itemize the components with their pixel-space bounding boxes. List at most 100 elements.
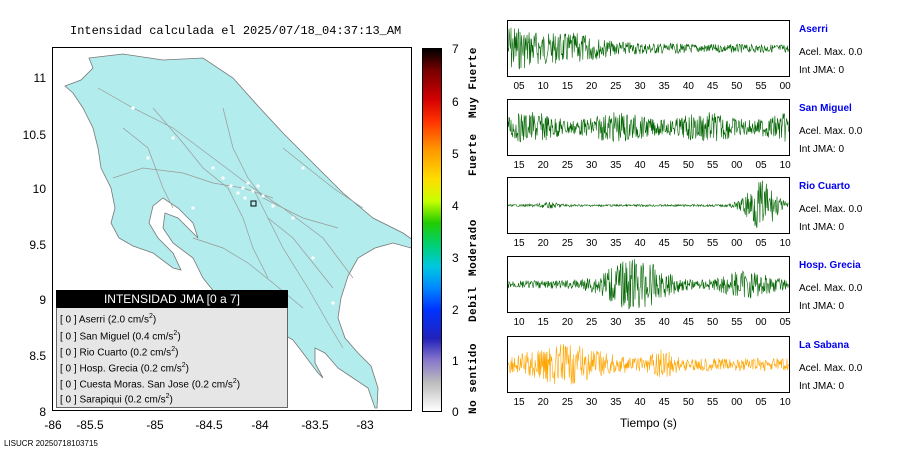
station-acel-max: Acel. Max. 0.0 <box>799 204 863 215</box>
colorbar-label-muy-fuerte: Muy Fuerte <box>468 46 480 118</box>
waveform-tick: 30 <box>586 397 598 408</box>
waveform-plot <box>508 27 789 70</box>
legend-station: Sarapiqui <box>79 394 122 406</box>
waveform-tick: 00 <box>731 238 743 249</box>
waveform-tick: 25 <box>561 160 573 171</box>
waveform-tick: 40 <box>634 160 646 171</box>
waveform-tick: 50 <box>731 81 743 92</box>
waveform-tick: 20 <box>537 238 549 249</box>
waveform-trace <box>508 27 789 70</box>
waveform-tick: 10 <box>537 81 549 92</box>
waveform-trace <box>508 344 789 385</box>
waveform-tick: 55 <box>707 397 719 408</box>
legend-intensity: [ 0 ] <box>60 363 77 375</box>
legend-intensity: [ 0 ] <box>60 314 77 326</box>
colorbar-tick: 2 <box>452 303 459 317</box>
waveform-tick: 40 <box>658 317 670 328</box>
waveform-panel[interactable] <box>507 99 790 156</box>
waveform-tick: 20 <box>537 160 549 171</box>
station-name-link[interactable]: Rio Cuarto <box>799 181 851 192</box>
waveform-panel[interactable] <box>507 256 790 313</box>
waveform-panel[interactable] <box>507 177 790 234</box>
waveform-tick: 50 <box>682 238 694 249</box>
station-name-link[interactable]: La Sabana <box>799 340 850 351</box>
legend-row: [ 0 ] Cuesta Moras. San Jose (0.2 cm/s2) <box>60 378 240 390</box>
colorbar-tick: 5 <box>452 147 459 161</box>
station-int-jma: Int JMA: 0 <box>799 381 845 392</box>
waveform-tick: 40 <box>634 397 646 408</box>
waveform-tick: 55 <box>707 160 719 171</box>
station-acel-max: Acel. Max. 0.0 <box>799 283 863 294</box>
map-ytick: 8 <box>39 405 46 419</box>
station-name-link[interactable]: San Miguel <box>799 103 852 114</box>
waveform-tick: 35 <box>610 160 622 171</box>
legend-exp: 2 <box>171 346 176 353</box>
waveform-tick: 05 <box>779 317 791 328</box>
legend-station: Aserri <box>78 314 106 326</box>
legend-value: (0.2 cm/s <box>191 379 233 391</box>
station-name-link[interactable]: Aserri <box>799 24 828 35</box>
waveform-tick: 45 <box>658 397 670 408</box>
waveform-tick: 00 <box>731 160 743 171</box>
legend-row: [ 0 ] Rio Cuarto (0.2 cm/s2) <box>60 346 178 358</box>
map-xtick: -83.5 <box>301 418 329 432</box>
station-dots <box>131 106 365 390</box>
legend-intensity: [ 0 ] <box>60 347 77 359</box>
waveform-tick: 35 <box>610 238 622 249</box>
legend-close: ) <box>169 394 173 406</box>
waveform-tick: 20 <box>561 317 573 328</box>
waveform-panel[interactable] <box>507 20 790 77</box>
waveform-tick: 40 <box>634 238 646 249</box>
legend-intensity: [ 0 ] <box>60 394 77 406</box>
waveform-tick: 10 <box>779 238 791 249</box>
station-int-jma: Int JMA: 0 <box>799 144 845 155</box>
waveform-xlabel: Tiempo (s) <box>620 416 677 430</box>
waveform-tick: 25 <box>586 317 598 328</box>
waveform-tick: 30 <box>634 81 646 92</box>
waveform-tick: 30 <box>610 317 622 328</box>
map-xtick: -84 <box>251 418 269 432</box>
waveform-tick: 20 <box>586 81 598 92</box>
waveform-tick: 40 <box>682 81 694 92</box>
colorbar-tick: 4 <box>452 199 459 213</box>
station-acel-max: Acel. Max. 0.0 <box>799 47 863 58</box>
waveform-plot <box>508 112 789 143</box>
map-ytick: 9.5 <box>29 238 46 252</box>
legend-close: ) <box>177 331 181 343</box>
map-ytick: 10.5 <box>22 128 46 142</box>
station-name-link[interactable]: Hosp. Grecia <box>799 260 861 271</box>
legend-row: [ 0 ] San Miguel (0.4 cm/s2) <box>60 330 181 342</box>
waveform-tick: 05 <box>755 160 767 171</box>
colorbar-tick: 6 <box>452 95 459 109</box>
map-xtick: -85.5 <box>76 418 104 432</box>
legend-intensity: [ 0 ] <box>60 379 77 391</box>
road-network <box>97 87 364 349</box>
waveform-tick: 00 <box>755 317 767 328</box>
waveform-tick: 50 <box>707 317 719 328</box>
waveform-tick: 15 <box>513 397 525 408</box>
colorbar-label-fuerte: Fuerte <box>468 133 480 176</box>
legend-value: (0.2 cm/s <box>124 394 166 406</box>
waveform-tick: 15 <box>513 160 525 171</box>
legend-exp: 2 <box>173 330 178 337</box>
waveform-tick: 05 <box>755 238 767 249</box>
colorbar-tick: 3 <box>452 251 459 265</box>
waveform-tick: 55 <box>755 81 767 92</box>
legend-station: Hosp. Grecia <box>79 363 138 375</box>
waveform-tick: 55 <box>707 238 719 249</box>
waveform-tick: 05 <box>755 397 767 408</box>
legend-value: (0.2 cm/s <box>130 347 172 359</box>
legend-value: (0.2 cm/s <box>140 363 182 375</box>
map-ytick: 8.5 <box>29 349 46 363</box>
colorbar-tick: 1 <box>452 354 459 368</box>
waveform-tick: 00 <box>779 81 791 92</box>
waveform-tick: 05 <box>513 81 525 92</box>
waveform-panel[interactable] <box>507 336 790 393</box>
map-title: Intensidad calculada el 2025/07/18_04:37… <box>70 24 402 38</box>
colorbar-label-no-sentido: No sentido <box>468 342 480 414</box>
waveform-tick: 45 <box>658 160 670 171</box>
waveform-tick: 20 <box>537 397 549 408</box>
epicenter-marker <box>250 200 257 207</box>
colorbar-label-moderado: Moderado <box>468 219 480 276</box>
legend-station: Rio Cuarto <box>79 347 128 359</box>
